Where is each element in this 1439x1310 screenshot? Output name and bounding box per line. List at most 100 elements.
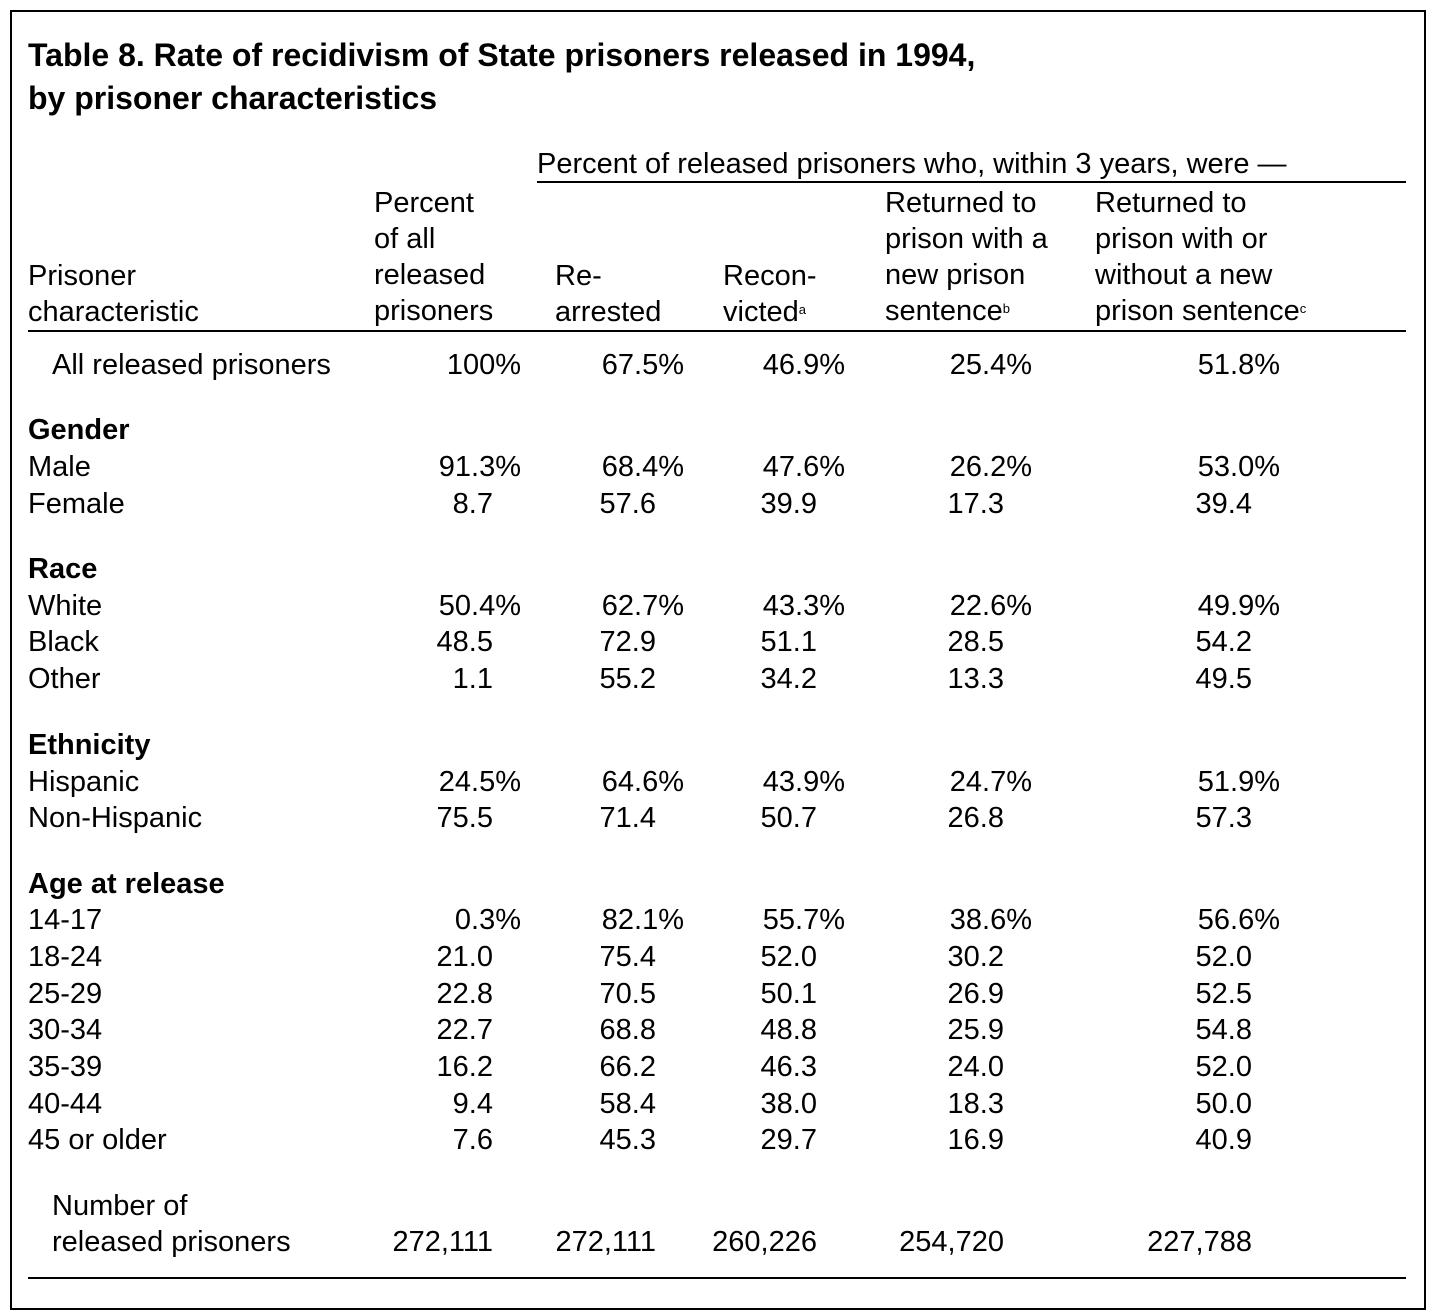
row-label: White	[28, 590, 103, 622]
table-cell: 24.0	[947, 1051, 1004, 1083]
table-cell: 62.7%	[601, 590, 684, 622]
row-label: 35-39	[28, 1051, 103, 1083]
footnote-b: b	[1002, 301, 1010, 316]
count-cell: 272,111	[392, 1226, 493, 1258]
table-cell: 55.2	[599, 663, 656, 695]
table-cell: 46.9%	[762, 349, 845, 381]
count-cell: 260,226	[712, 1226, 817, 1258]
table-cell: 50.4%	[438, 590, 521, 622]
table-cell: 49.9%	[1197, 590, 1280, 622]
table-cell: 72.9	[599, 626, 656, 658]
count-label-line-1: Number of	[52, 1190, 188, 1222]
table-cell: 50.0	[1195, 1088, 1252, 1120]
row-label: Non-Hispanic	[28, 802, 203, 834]
table-cell: 43.9%	[762, 766, 845, 798]
table-cell: 53.0%	[1197, 451, 1280, 483]
table-cell: 54.2	[1195, 626, 1252, 658]
table-cell: 51.1	[760, 626, 817, 658]
table-cell: 55.7%	[762, 904, 845, 936]
table-cell: 9.4	[452, 1088, 493, 1120]
table-cell: 16.9	[947, 1124, 1004, 1156]
table-cell: 25.4%	[949, 349, 1032, 381]
count-cell: 227,788	[1147, 1226, 1252, 1258]
row-label: Female	[28, 488, 125, 520]
table-cell: 8.7	[452, 488, 493, 520]
group-heading: Gender	[28, 414, 130, 446]
table-cell: 24.5%	[438, 766, 521, 798]
count-cell: 254,720	[899, 1226, 1004, 1258]
table-cell: 30.2	[947, 941, 1004, 973]
table-cell: 22.7	[436, 1014, 493, 1046]
table-cell: 52.0	[1195, 941, 1252, 973]
table-cell: 68.8	[599, 1014, 656, 1046]
table-cell: 47.6%	[762, 451, 845, 483]
table-cell: 100%	[446, 349, 521, 381]
table-cell: 75.5	[436, 802, 493, 834]
table-cell: 1.1	[452, 663, 493, 695]
table-cell: 52.0	[1195, 1051, 1252, 1083]
bottom-rule	[28, 1277, 1406, 1279]
table-cell: 82.1%	[601, 904, 684, 936]
table-cell: 38.6%	[949, 904, 1032, 936]
table-cell: 75.4	[599, 941, 656, 973]
table-cell: 50.1	[760, 978, 817, 1010]
table-cell: 52.0	[760, 941, 817, 973]
table-cell: 49.5	[1195, 663, 1252, 695]
table-cell: 18.3	[947, 1088, 1004, 1120]
table-cell: 66.2	[599, 1051, 656, 1083]
table-title: Table 8. Rate of recidivism of State pri…	[28, 34, 975, 120]
table-cell: 57.3	[1195, 802, 1252, 834]
table-cell: 24.7%	[949, 766, 1032, 798]
table-cell: 64.6%	[601, 766, 684, 798]
table-cell: 50.7	[760, 802, 817, 834]
group-heading: Age at release	[28, 868, 225, 900]
table-cell: 26.9	[947, 978, 1004, 1010]
table-cell: 26.8	[947, 802, 1004, 834]
title-line-2: by prisoner characteristics	[28, 80, 438, 116]
table-cell: 16.2	[436, 1051, 493, 1083]
table-cell: 26.2%	[949, 451, 1032, 483]
table-cell: 91.3%	[438, 451, 521, 483]
title-line-1: Table 8. Rate of recidivism of State pri…	[28, 37, 976, 73]
table-cell: 54.8	[1195, 1014, 1252, 1046]
column-spanner: Percent of released prisoners who, withi…	[537, 148, 1287, 180]
spanner-rule	[537, 181, 1406, 183]
table-cell: 39.4	[1195, 488, 1252, 520]
header-rearrested: Re- arrested	[555, 260, 662, 328]
header-reconvicted: Recon- victeda	[723, 260, 817, 328]
row-label: 18-24	[28, 941, 103, 973]
table-cell: 67.5%	[601, 349, 684, 381]
header-returned-with-or-without: Returned to prison with or without a new…	[1095, 187, 1307, 327]
count-cell: 272,111	[555, 1226, 656, 1258]
row-label: Black	[28, 626, 99, 658]
table-cell: 40.9	[1195, 1124, 1252, 1156]
table-cell: 17.3	[947, 488, 1004, 520]
table-cell: 56.6%	[1197, 904, 1280, 936]
footnote-c: c	[1299, 301, 1307, 316]
table-cell: 52.5	[1195, 978, 1252, 1010]
group-heading: Ethnicity	[28, 729, 151, 761]
table-cell: 71.4	[599, 802, 656, 834]
table-cell: 45.3	[599, 1124, 656, 1156]
header-prisoner-characteristic: Prisoner characteristic	[28, 260, 199, 328]
table-cell: 22.8	[436, 978, 493, 1010]
table-cell: 57.6	[599, 488, 656, 520]
table-cell: 7.6	[452, 1124, 493, 1156]
table-cell: 48.5	[436, 626, 493, 658]
row-label: 25-29	[28, 978, 103, 1010]
row-label: 14-17	[28, 904, 103, 936]
row-label: 45 or older	[28, 1124, 167, 1156]
footnote-a: a	[798, 302, 806, 317]
row-label: 40-44	[28, 1088, 103, 1120]
table-cell: 48.8	[760, 1014, 817, 1046]
row-label: All released prisoners	[52, 349, 331, 381]
table-cell: 13.3	[947, 663, 1004, 695]
row-label: 30-34	[28, 1014, 103, 1046]
table-cell: 38.0	[760, 1088, 817, 1120]
header-rule	[28, 330, 1406, 332]
table-cell: 43.3%	[762, 590, 845, 622]
table-cell: 51.8%	[1197, 349, 1280, 381]
table-cell: 51.9%	[1197, 766, 1280, 798]
table-cell: 68.4%	[601, 451, 684, 483]
table-cell: 29.7	[760, 1124, 817, 1156]
